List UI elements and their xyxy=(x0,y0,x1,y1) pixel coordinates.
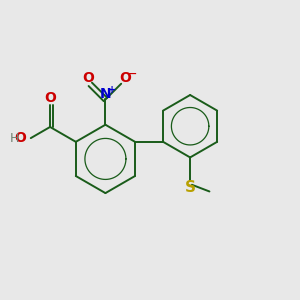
Text: N: N xyxy=(100,87,111,101)
Text: O: O xyxy=(82,71,94,85)
Text: H: H xyxy=(10,132,20,145)
Text: +: + xyxy=(108,85,116,95)
Text: O: O xyxy=(14,131,26,145)
Text: −: − xyxy=(128,69,137,79)
Text: O: O xyxy=(44,91,56,105)
Text: S: S xyxy=(184,180,196,195)
Text: O: O xyxy=(119,71,131,85)
